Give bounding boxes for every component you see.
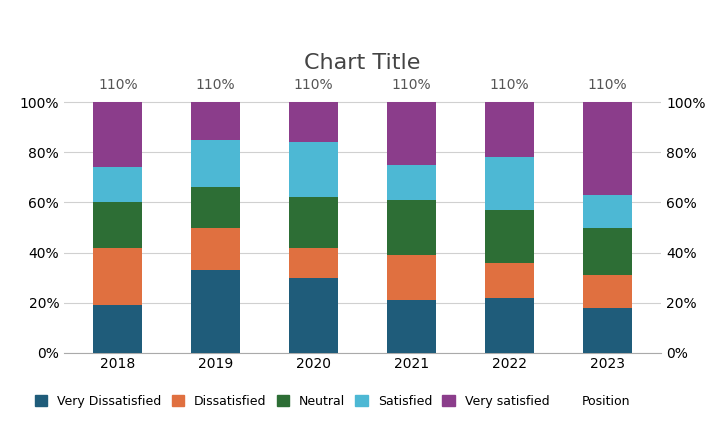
Bar bbox=[191, 187, 240, 227]
Bar bbox=[387, 200, 436, 255]
Bar bbox=[191, 227, 240, 270]
Bar bbox=[289, 277, 338, 353]
Bar bbox=[485, 157, 534, 210]
Text: 110%: 110% bbox=[98, 78, 138, 92]
Bar bbox=[583, 227, 632, 275]
Bar bbox=[289, 142, 338, 197]
Title: Chart Title: Chart Title bbox=[304, 53, 421, 73]
Bar bbox=[583, 102, 632, 195]
Bar bbox=[289, 197, 338, 248]
Text: 110%: 110% bbox=[294, 78, 333, 92]
Bar bbox=[485, 102, 534, 157]
Bar bbox=[289, 248, 338, 277]
Bar bbox=[191, 270, 240, 353]
Bar bbox=[583, 307, 632, 353]
Bar bbox=[583, 195, 632, 227]
Bar bbox=[93, 167, 142, 203]
Bar bbox=[289, 102, 338, 142]
Bar bbox=[191, 102, 240, 140]
Bar bbox=[93, 305, 142, 353]
Bar bbox=[387, 300, 436, 353]
Text: 110%: 110% bbox=[392, 78, 432, 92]
Bar bbox=[93, 248, 142, 305]
Bar bbox=[387, 165, 436, 200]
Bar bbox=[583, 275, 632, 307]
Legend: Very Dissatisfied, Dissatisfied, Neutral, Satisfied, Very satisfied, Position: Very Dissatisfied, Dissatisfied, Neutral… bbox=[35, 395, 631, 408]
Bar bbox=[485, 210, 534, 263]
Text: 110%: 110% bbox=[490, 78, 529, 92]
Bar bbox=[485, 298, 534, 353]
Text: 110%: 110% bbox=[196, 78, 235, 92]
Bar bbox=[387, 102, 436, 165]
Bar bbox=[387, 255, 436, 300]
Bar bbox=[93, 102, 142, 167]
Bar bbox=[485, 263, 534, 298]
Bar bbox=[191, 140, 240, 187]
Bar bbox=[93, 203, 142, 248]
Text: 110%: 110% bbox=[587, 78, 627, 92]
